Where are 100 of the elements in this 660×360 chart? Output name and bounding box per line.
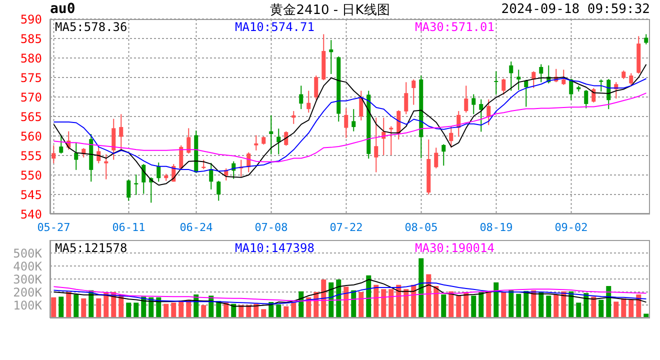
bar <box>426 274 432 318</box>
bar <box>538 292 544 318</box>
y-tick-label: 500K <box>13 246 43 260</box>
x-tick-label: 06-24 <box>180 221 214 234</box>
bar <box>171 302 176 318</box>
bar <box>74 294 79 318</box>
bar <box>614 302 619 318</box>
bar <box>276 304 282 318</box>
y-tick-label: 100K <box>13 298 43 312</box>
candlestick <box>486 98 491 126</box>
x-tick-label: 09-02 <box>554 221 588 234</box>
bar <box>126 302 132 318</box>
bar <box>628 300 634 318</box>
bar <box>434 286 439 318</box>
y-tick-label: 400K <box>13 259 43 274</box>
x-tick-label: 06-11 <box>112 221 146 234</box>
text: MA5:578.36 <box>55 20 128 34</box>
candlestick <box>134 174 138 196</box>
candlestick <box>126 179 131 202</box>
candlestick <box>539 64 544 83</box>
candlestick <box>569 78 574 101</box>
bar <box>441 294 446 318</box>
candlestick <box>592 88 596 103</box>
bar <box>81 298 86 318</box>
bar <box>546 296 552 318</box>
candlestick <box>209 162 214 190</box>
candlestick <box>532 70 536 89</box>
candlestick <box>186 128 191 154</box>
y-tick-label: 560 <box>20 129 42 144</box>
bar <box>381 289 386 318</box>
bar <box>344 286 349 318</box>
chart-subtitle: au0 <box>50 1 76 17</box>
candlestick <box>404 82 408 115</box>
y-tick-label: 565 <box>20 110 42 124</box>
y-tick-label: 555 <box>20 148 42 163</box>
candlestick <box>314 75 318 100</box>
candlestick <box>329 40 334 74</box>
bar <box>51 297 56 318</box>
y-tick-label: 200K <box>13 285 43 300</box>
candlestick <box>479 98 484 132</box>
bar <box>471 296 476 318</box>
candlestick <box>434 147 438 169</box>
candlestick <box>52 144 56 164</box>
bar <box>404 289 409 318</box>
text: MA10:574.71 <box>235 20 316 34</box>
bar <box>96 298 102 318</box>
candlestick <box>449 126 454 148</box>
bar <box>516 294 522 318</box>
text: 2024-09-18 09:59:32 <box>501 2 650 17</box>
bar <box>58 296 64 318</box>
candlestick <box>472 94 476 115</box>
line-series <box>53 64 647 186</box>
bar <box>374 284 379 318</box>
y-tick-label: 545 <box>20 188 42 202</box>
bar <box>366 275 372 318</box>
candlestick <box>599 78 604 92</box>
candlestick <box>269 114 274 155</box>
candlestick <box>644 34 648 45</box>
candlestick <box>359 90 364 121</box>
candlestick <box>442 144 446 166</box>
candlestick <box>284 130 288 146</box>
candlestick <box>119 114 124 152</box>
bar <box>418 258 424 318</box>
x-tick-label: 07-22 <box>330 221 363 234</box>
x-tick-label: 08-19 <box>480 221 513 234</box>
bar <box>448 291 454 318</box>
y-tick-label: 570 <box>20 90 42 104</box>
bar <box>66 292 72 318</box>
y-tick-label: 550 <box>20 168 42 182</box>
candlestick <box>524 79 528 108</box>
candlestick <box>464 85 468 114</box>
candlestick <box>389 126 394 156</box>
text: MA10:147398 <box>235 241 316 255</box>
bar <box>576 302 582 318</box>
bar <box>164 304 169 318</box>
x-tick-label: 08-05 <box>404 221 438 234</box>
bar <box>134 302 139 318</box>
candlestick <box>104 154 108 180</box>
text: MA30:190014 <box>415 241 496 255</box>
candlestick <box>374 117 378 173</box>
text: MA5:121578 <box>55 241 128 255</box>
candlestick <box>344 108 348 138</box>
y-tick-label: 540 <box>20 207 42 222</box>
candlestick <box>254 134 258 151</box>
candlestick <box>156 162 161 182</box>
candlestick <box>352 108 356 132</box>
candlestick <box>112 118 116 160</box>
bar <box>201 305 206 318</box>
candlestick <box>396 110 401 140</box>
y-tick-label: 575 <box>20 70 42 85</box>
bar <box>501 292 506 318</box>
text: MA30:571.01 <box>415 20 496 34</box>
candlestick <box>494 70 498 96</box>
candlestick <box>502 78 506 96</box>
line-series <box>53 286 647 302</box>
bar <box>494 282 499 318</box>
candlestick <box>216 180 221 202</box>
bar <box>261 309 266 318</box>
candlestick <box>412 78 416 106</box>
bar <box>388 289 394 318</box>
